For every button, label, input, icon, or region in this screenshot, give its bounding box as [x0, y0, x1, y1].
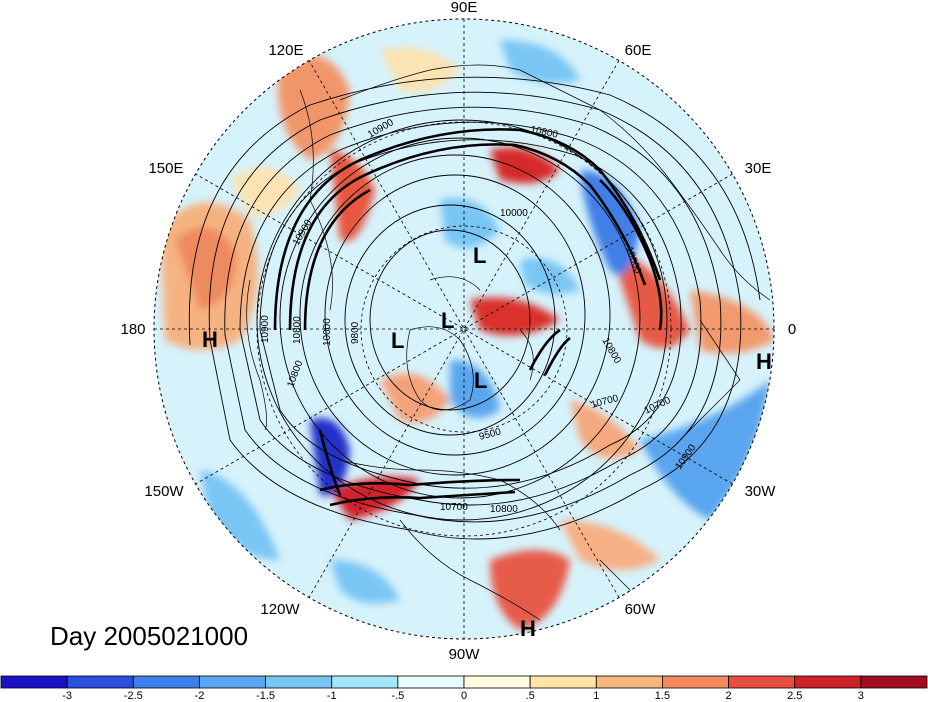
- warm-anomaly-region: [175, 227, 236, 310]
- cold-anomaly-region: [440, 198, 500, 248]
- lon-label-120w: 120W: [260, 601, 300, 618]
- colorbar-swatch: [331, 675, 399, 689]
- lon-label-90e: 90E: [451, 0, 478, 16]
- high-pressure-center: H: [202, 327, 218, 352]
- contour-label: 10700: [440, 502, 468, 513]
- colorbar-tick-label: -1: [327, 690, 337, 702]
- lon-label-90w: 90W: [449, 646, 481, 663]
- warm-anomaly-region: [330, 150, 375, 242]
- cold-anomaly-region: [330, 560, 400, 604]
- colorbar-swatch: [0, 675, 68, 689]
- warm-anomaly-region: [380, 373, 450, 423]
- lon-label-60w: 60W: [625, 601, 657, 618]
- cold-anomaly-region: [310, 418, 350, 496]
- contour-label: 10900: [260, 315, 271, 343]
- colorbar-swatch: [463, 675, 531, 689]
- colorbar: -3 -2.5 -2 -1.5 -1 -.5 0 .5 1 1.5 2 2.5 3: [0, 675, 928, 702]
- lon-label-60e: 60E: [625, 42, 652, 59]
- colorbar-tick-label: 1.5: [655, 690, 670, 702]
- contour-label: 10000: [500, 208, 528, 219]
- graticule: [154, 19, 774, 639]
- colorbar-swatch: [199, 675, 266, 689]
- lon-label-180: 180: [120, 321, 145, 338]
- contour-label: 10000: [322, 318, 333, 346]
- colorbar-swatch: [728, 675, 796, 689]
- colorbar-tick-label: -3: [62, 690, 72, 702]
- warm-anomaly-region: [570, 400, 640, 458]
- contour-label: 9800: [350, 321, 361, 344]
- warm-anomaly-region: [490, 550, 570, 630]
- colorbar-tick-label: .5: [526, 690, 535, 702]
- lon-label-0: 0: [788, 321, 796, 338]
- warm-anomaly-region: [380, 47, 460, 93]
- colorbar-swatch: [397, 675, 465, 689]
- jet-stream-contours: [273, 128, 663, 507]
- colorbar-tick-label: 0: [461, 690, 467, 702]
- map-boundary: [153, 18, 775, 640]
- colorbar-swatch: [265, 675, 333, 689]
- colorbar-swatch: [66, 675, 134, 689]
- cold-anomaly-region: [450, 360, 500, 418]
- anomaly-shading: [154, 19, 774, 639]
- lon-label-30e: 30E: [745, 160, 772, 177]
- contour-label: 10800: [292, 316, 303, 344]
- warm-anomaly-region: [490, 147, 560, 184]
- warm-anomaly-region: [610, 250, 690, 348]
- longitude-labels: 90E 60E 30E 0 30W 60W 90W 120W 150W 180 …: [120, 0, 796, 663]
- colorbar-swatch: [662, 675, 729, 689]
- colorbar-tick-label: 3: [858, 690, 864, 702]
- low-pressure-center: L: [391, 328, 404, 353]
- pressure-centers: H H H L L L L: [202, 243, 772, 641]
- high-pressure-center: H: [520, 616, 536, 641]
- colorbar-tick-label: -2: [195, 690, 205, 702]
- lon-label-30w: 30W: [745, 483, 777, 500]
- cold-anomaly-region: [500, 40, 580, 84]
- high-pressure-center: H: [756, 349, 772, 374]
- cold-anomaly-region: [580, 170, 640, 275]
- lon-label-150e: 150E: [148, 160, 183, 177]
- colorbar-tick-label: -1.5: [256, 690, 275, 702]
- colorbar-swatch: [529, 675, 597, 689]
- contour-label: 10800: [490, 504, 518, 515]
- colorbar-swatch: [595, 675, 663, 689]
- colorbar-swatch: [860, 675, 928, 689]
- colorbar-tick-label: -2.5: [124, 690, 143, 702]
- low-pressure-center: L: [441, 308, 454, 333]
- warm-anomaly-region: [470, 297, 560, 336]
- colorbar-swatch: [132, 675, 200, 689]
- colorbar-tick-label: -.5: [391, 690, 404, 702]
- colorbar-tick-label: 2.5: [787, 690, 802, 702]
- colorbar-tick-label: 2: [726, 690, 732, 702]
- low-pressure-center: L: [474, 368, 487, 393]
- cold-anomaly-region: [640, 380, 770, 520]
- day-title: Day 2005021000: [50, 621, 248, 651]
- cold-anomaly-region: [520, 258, 580, 294]
- colorbar-swatch: [794, 675, 862, 689]
- lon-label-150w: 150W: [144, 483, 184, 500]
- cold-anomaly-region: [200, 470, 280, 560]
- warm-anomaly-region: [560, 520, 660, 570]
- colorbar-tick-label: 1: [593, 690, 599, 702]
- low-pressure-center: L: [473, 243, 486, 268]
- lon-label-120e: 120E: [268, 42, 303, 59]
